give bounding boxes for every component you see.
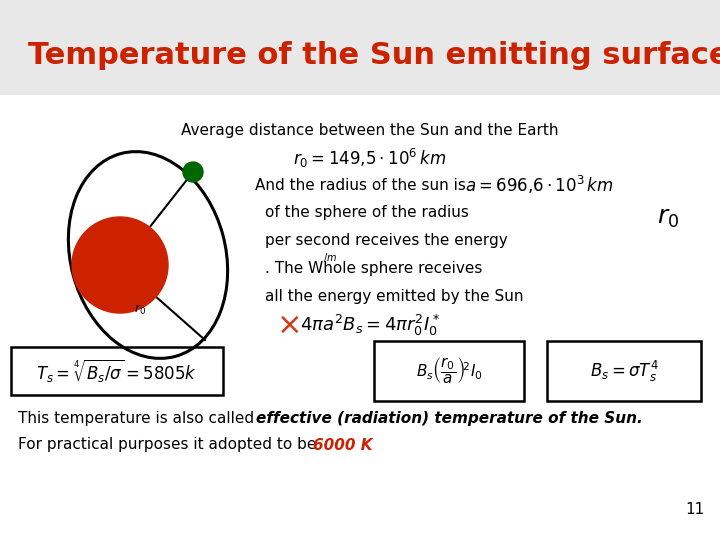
Circle shape <box>72 217 168 313</box>
Text: $\times$: $\times$ <box>276 310 300 340</box>
Text: Average distance between the Sun and the Earth: Average distance between the Sun and the… <box>181 123 559 138</box>
Text: For practical purposes it adopted to be: For practical purposes it adopted to be <box>18 437 321 453</box>
Text: per second receives the energy: per second receives the energy <box>265 233 508 248</box>
Text: $r_0$: $r_0$ <box>134 303 146 317</box>
Text: $/ m$: $/ m$ <box>323 252 337 265</box>
Text: 6000 K: 6000 K <box>313 437 373 453</box>
Text: of the sphere of the radius: of the sphere of the radius <box>265 206 469 220</box>
Text: $B_s = \sigma T_s^4$: $B_s = \sigma T_s^4$ <box>590 359 659 383</box>
FancyBboxPatch shape <box>374 341 524 401</box>
Text: $4\pi a^2 B_s = 4\pi r_0^2 I_0^*$: $4\pi a^2 B_s = 4\pi r_0^2 I_0^*$ <box>300 313 440 338</box>
Text: 11: 11 <box>685 503 705 517</box>
FancyBboxPatch shape <box>547 341 701 401</box>
Circle shape <box>183 162 203 182</box>
Text: This temperature is also called: This temperature is also called <box>18 410 259 426</box>
FancyBboxPatch shape <box>11 347 223 395</box>
Text: effective (radiation) temperature of the Sun.: effective (radiation) temperature of the… <box>256 410 643 426</box>
Text: all the energy emitted by the Sun: all the energy emitted by the Sun <box>265 289 523 305</box>
Text: $r_0 = 149{,}5 \cdot 10^6 \, km$: $r_0 = 149{,}5 \cdot 10^6 \, km$ <box>294 146 446 170</box>
Text: $T_s = \sqrt[4]{B_s / \sigma} = 5805k$: $T_s = \sqrt[4]{B_s / \sigma} = 5805k$ <box>37 357 197 384</box>
Text: $r_0$: $r_0$ <box>657 206 679 230</box>
Bar <box>0 95 720 540</box>
Bar <box>0 0 720 95</box>
Text: $a = 696{,}6 \cdot 10^3 \, km$: $a = 696{,}6 \cdot 10^3 \, km$ <box>465 174 613 196</box>
Text: . The Whole sphere receives: . The Whole sphere receives <box>265 261 482 276</box>
Text: Temperature of the Sun emitting surface: Temperature of the Sun emitting surface <box>28 40 720 70</box>
Text: $B_s \left(\dfrac{r_0}{a}\right)^{\!2} I_0$: $B_s \left(\dfrac{r_0}{a}\right)^{\!2} I… <box>415 356 482 386</box>
Text: And the radius of the sun is: And the radius of the sun is <box>255 178 466 192</box>
